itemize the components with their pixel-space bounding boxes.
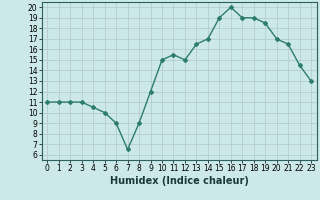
X-axis label: Humidex (Indice chaleur): Humidex (Indice chaleur) [110,176,249,186]
